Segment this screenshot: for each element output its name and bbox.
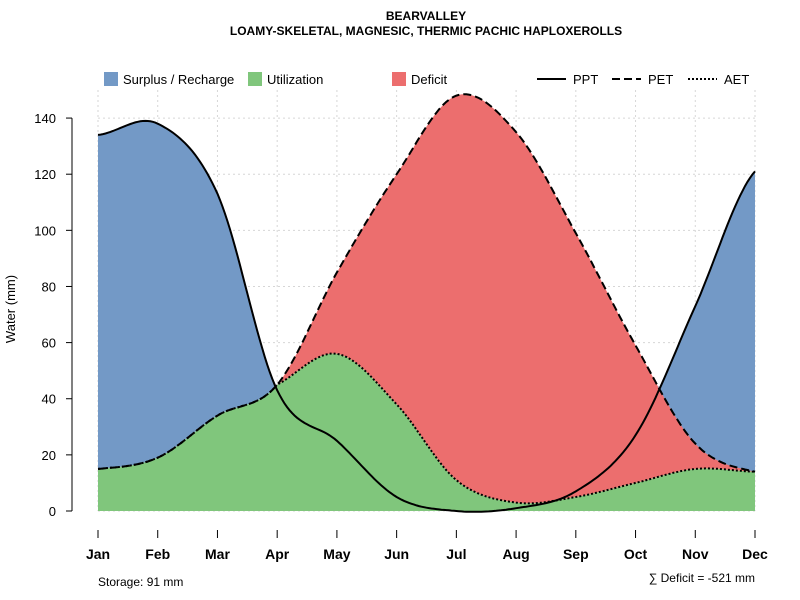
x-tick-label: Jan	[86, 546, 110, 562]
y-axis-label: Water (mm)	[3, 275, 18, 343]
legend-swatch-surplus	[104, 72, 118, 86]
pet-line	[97, 93, 756, 473]
chart-title: BEARVALLEY	[386, 9, 466, 23]
y-tick-label: 120	[34, 167, 56, 182]
utilization-area	[98, 353, 755, 511]
legend-label-utilization: Utilization	[267, 72, 323, 87]
x-tick-label: Mar	[205, 546, 230, 562]
y-tick-label: 40	[42, 392, 56, 407]
y-tick-label: 20	[42, 448, 56, 463]
storage-note: Storage: 91 mm	[98, 575, 183, 589]
x-tick-label: Sep	[563, 546, 589, 562]
y-tick-label: 0	[49, 504, 56, 519]
x-tick-label: Oct	[624, 546, 648, 562]
y-tick-label: 60	[42, 336, 56, 351]
legend: Surplus / Recharge Utilization Deficit P…	[104, 72, 749, 87]
x-tick-label: May	[323, 546, 350, 562]
x-tick-label: Dec	[742, 546, 768, 562]
surplus-recharge-area	[98, 94, 755, 472]
y-tick-label: 80	[42, 279, 56, 294]
aet-line	[97, 352, 756, 505]
legend-swatch-deficit	[392, 72, 406, 86]
legend-label-surplus: Surplus / Recharge	[123, 72, 234, 87]
x-tick-label: Apr	[265, 546, 290, 562]
deficit-area	[98, 94, 755, 504]
y-tick-label: 140	[34, 111, 56, 126]
x-tick-label: Jul	[446, 546, 466, 562]
x-tick-label: Feb	[145, 546, 170, 562]
ppt-line	[97, 119, 756, 513]
x-tick-label: Nov	[682, 546, 709, 562]
chart-subtitle: LOAMY-SKELETAL, MAGNESIC, THERMIC PACHIC…	[230, 24, 622, 38]
x-tick-label: Jun	[384, 546, 409, 562]
legend-label-ppt: PPT	[573, 72, 598, 87]
legend-label-deficit: Deficit	[411, 72, 448, 87]
deficit-note: ∑ Deficit = -521 mm	[649, 571, 755, 585]
axes: 0 20 40 60 80 100 120 140 Jan Feb Mar Apr May Jun Jul A…	[34, 111, 768, 562]
legend-label-pet: PET	[648, 72, 673, 87]
x-tick-label: Aug	[502, 546, 529, 562]
legend-label-aet: AET	[724, 72, 749, 87]
legend-swatch-utilization	[248, 72, 262, 86]
y-tick-label: 100	[34, 223, 56, 238]
